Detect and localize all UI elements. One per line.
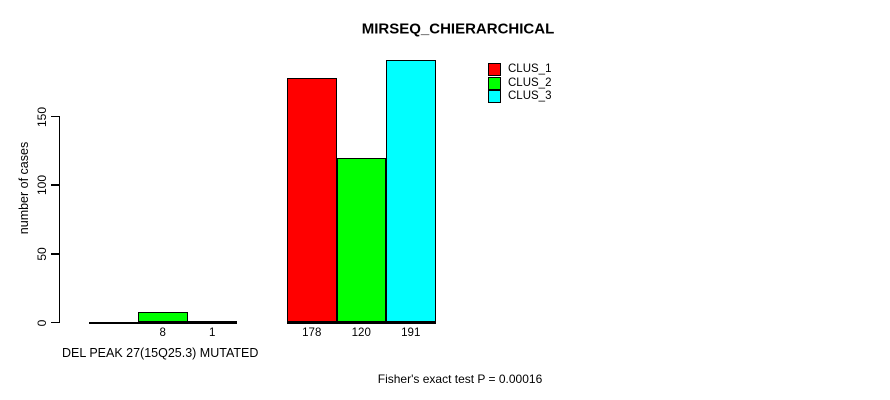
chart-title: MIRSEQ_CHIERARCHICAL [361, 20, 555, 38]
y-axis-tick-label: 0 [35, 319, 49, 326]
x-axis-label: DEL PEAK 27(15Q25.3) MUTATED [62, 346, 259, 360]
legend-label: CLUS_1 [508, 63, 552, 75]
bar-clus_3 [187, 321, 237, 324]
y-axis-tick [51, 321, 59, 324]
y-axis-tick-label: 150 [35, 106, 49, 127]
legend-item: CLUS_3 [488, 90, 551, 104]
bar-value-label: 178 [302, 327, 322, 339]
legend-label: CLUS_2 [508, 76, 552, 89]
legend-swatch-icon [488, 63, 501, 77]
bar-value-label: 8 [159, 327, 166, 339]
legend-item: CLUS_2 [488, 76, 552, 91]
y-axis-tick-label: 100 [35, 175, 49, 196]
legend-item: CLUS_1 [488, 63, 551, 77]
legend-label: CLUS_3 [508, 90, 552, 102]
bar-value-label: 191 [401, 327, 421, 339]
bar-clus_3 [386, 60, 436, 323]
legend: CLUS_1 CLUS_2 CLUS_3 [488, 63, 551, 104]
group-baseline [287, 321, 436, 324]
bar-clus_1 [287, 78, 337, 323]
y-axis-line [58, 115, 60, 324]
y-axis-tick [51, 253, 59, 255]
y-axis-tick [51, 184, 59, 186]
y-axis-tick [51, 115, 59, 118]
bar-value-label: 120 [351, 327, 371, 339]
y-axis-tick-label: 50 [35, 247, 49, 261]
bar-clus_2 [336, 157, 386, 323]
y-axis-label: number of cases [17, 141, 31, 235]
bar-value-label: 1 [209, 327, 216, 339]
bar-clus_2 [138, 311, 188, 323]
legend-swatch-icon [488, 90, 501, 104]
fisher-test-annotation: Fisher's exact test P = 0.00016 [377, 372, 543, 386]
legend-swatch-icon [488, 76, 501, 90]
group-baseline [88, 321, 237, 324]
